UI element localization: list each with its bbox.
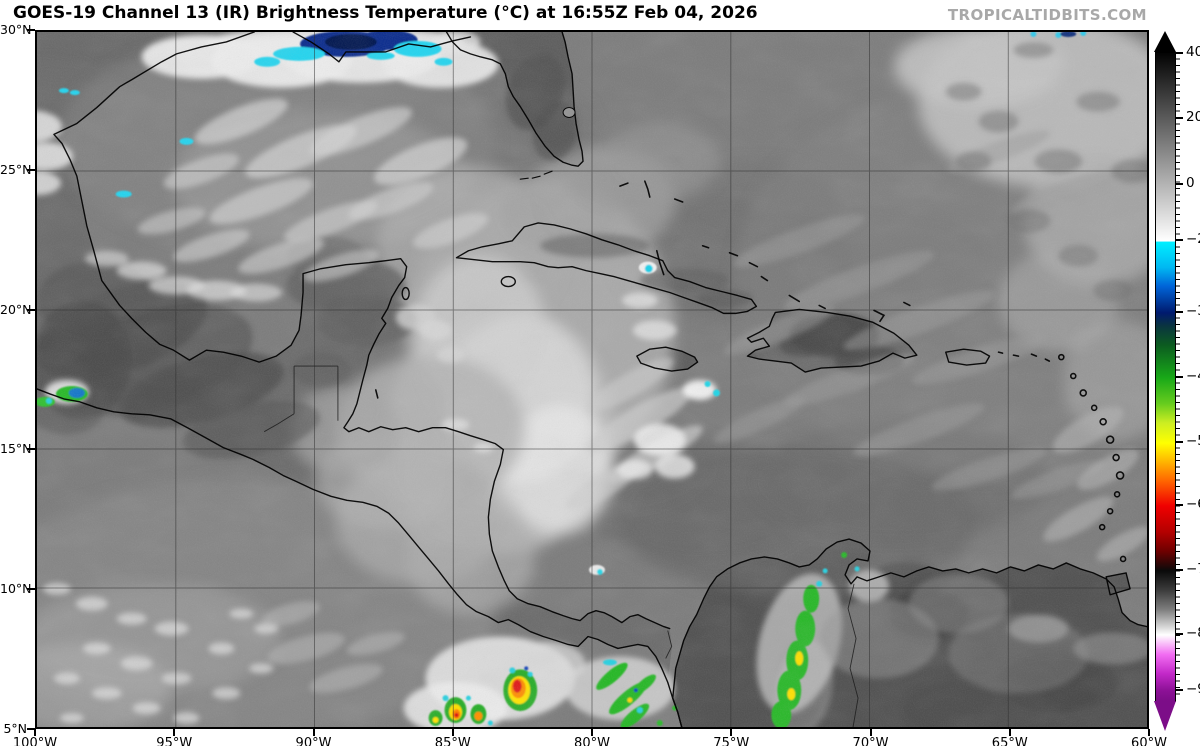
grid-lines bbox=[37, 32, 1147, 727]
lon-label: 75°W bbox=[713, 736, 750, 746]
colorbar-tick bbox=[1176, 375, 1183, 378]
lon-tick bbox=[173, 729, 176, 736]
lon-label: 95°W bbox=[156, 736, 193, 746]
coastline-lake-okeechobee bbox=[562, 107, 576, 119]
colorbar-tick-label: −90 bbox=[1186, 680, 1200, 697]
coastline-puerto-rico bbox=[945, 348, 991, 366]
colorbar-tick bbox=[1176, 503, 1183, 506]
border-guatemala-mexico-belize bbox=[263, 365, 339, 433]
lon-label: 65°W bbox=[991, 736, 1028, 746]
lat-label: 10°N bbox=[0, 581, 32, 597]
border-panama-colombia bbox=[665, 630, 673, 659]
lon-tick bbox=[1148, 729, 1150, 736]
coastline-florida bbox=[445, 32, 584, 167]
coastline-hispaniola bbox=[746, 308, 918, 373]
florida-keys bbox=[519, 170, 553, 180]
colorbar-arrow-bottom-icon bbox=[1154, 701, 1176, 731]
colorbar-tick-label: −80 bbox=[1186, 624, 1200, 641]
coastline-cozumel bbox=[401, 286, 410, 301]
colorbar-tick bbox=[1176, 182, 1183, 185]
coastline-trinidad bbox=[1105, 572, 1131, 596]
lat-label: 25°N bbox=[0, 161, 32, 177]
lon-tick bbox=[591, 729, 593, 736]
coastline-mexico-yucatan-centam bbox=[53, 32, 671, 630]
coastline-isla-juventud bbox=[500, 275, 516, 288]
lat-label: 30°N bbox=[0, 22, 32, 37]
lon-label: 100°W bbox=[12, 736, 58, 746]
colorbar-tick bbox=[1176, 441, 1183, 444]
lon-tick bbox=[34, 729, 36, 736]
lat-label: 20°N bbox=[0, 301, 32, 317]
border-colombia-venezuela bbox=[847, 583, 859, 727]
map-frame bbox=[35, 30, 1149, 729]
colorbar-tick-label: 0 bbox=[1186, 174, 1195, 191]
coastline-pacific bbox=[37, 388, 683, 727]
lon-tick bbox=[1008, 729, 1011, 736]
lat-tick bbox=[27, 728, 35, 730]
lon-tick bbox=[451, 729, 454, 736]
colorbar-tick-label: −50 bbox=[1186, 433, 1200, 450]
site-watermark: TROPICALTIDBITS.COM bbox=[947, 6, 1147, 24]
lon-tick bbox=[869, 729, 872, 736]
coastlines bbox=[37, 32, 1147, 727]
lon-tick bbox=[312, 729, 315, 736]
lat-label: 5°N bbox=[3, 721, 27, 736]
colorbar-tick-label: 40 bbox=[1186, 44, 1200, 61]
lon-label: 90°W bbox=[295, 736, 332, 746]
colorbar-tick-label: −30 bbox=[1186, 302, 1200, 319]
colorbar-arrow-top-icon bbox=[1154, 31, 1176, 52]
lon-label: 80°W bbox=[574, 736, 610, 746]
coastline-cuba bbox=[455, 222, 758, 315]
colorbar-tick-label: 20 bbox=[1186, 109, 1200, 126]
colorbar-tick bbox=[1176, 310, 1183, 313]
colorbar-tick-label: −40 bbox=[1186, 367, 1200, 384]
lon-label: 60°W bbox=[1131, 736, 1167, 746]
colorbar-tick-label: −70 bbox=[1186, 560, 1200, 577]
lat-tick bbox=[27, 308, 35, 311]
lat-label: 15°N bbox=[0, 441, 32, 457]
coastline-bahamas-antilles bbox=[374, 180, 1127, 563]
coastline-south-america bbox=[672, 538, 1147, 727]
colorbar-tick-label: −60 bbox=[1186, 495, 1200, 512]
lon-label: 85°W bbox=[434, 736, 471, 746]
colorbar-tick bbox=[1176, 632, 1183, 635]
lat-tick bbox=[27, 29, 35, 31]
lon-tick bbox=[730, 729, 733, 736]
colorbar-tick bbox=[1176, 688, 1183, 691]
country-borders bbox=[263, 365, 859, 727]
lat-tick bbox=[27, 168, 35, 171]
colorbar-tick bbox=[1176, 52, 1183, 55]
product-title: GOES-19 Channel 13 (IR) Brightness Tempe… bbox=[13, 3, 758, 23]
coastline-us-gulf bbox=[292, 32, 472, 63]
coastline-jamaica bbox=[636, 346, 699, 372]
lat-tick bbox=[27, 588, 35, 591]
colorbar-tick-label: −20 bbox=[1186, 230, 1200, 247]
satellite-imagery bbox=[37, 32, 1147, 727]
colorbar-tick bbox=[1176, 568, 1183, 571]
colorbar-tick bbox=[1176, 238, 1183, 241]
lat-tick bbox=[27, 448, 35, 451]
colorbar-gradient bbox=[1155, 52, 1176, 702]
colorbar-tick bbox=[1176, 117, 1183, 120]
lon-label: 70°W bbox=[852, 736, 889, 746]
